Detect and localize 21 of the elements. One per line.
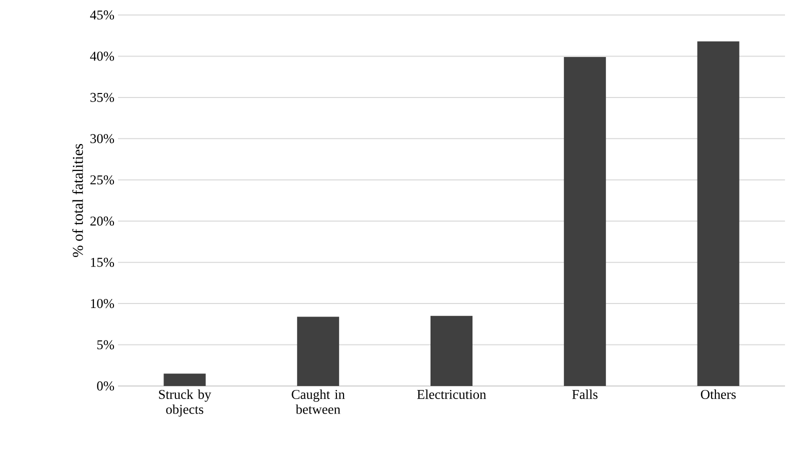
- y-tick-label: 0%: [97, 381, 114, 391]
- x-tick-label: Others: [700, 390, 736, 399]
- bar: [564, 57, 606, 386]
- y-tick-label: 5%: [97, 340, 114, 350]
- x-tick-label: Falls: [572, 390, 598, 399]
- bar: [430, 316, 473, 386]
- y-tick-label: 25%: [90, 175, 114, 184]
- y-tick-label: 30%: [90, 134, 114, 144]
- y-tick-label: 10%: [91, 298, 114, 308]
- bar: [164, 374, 206, 386]
- x-tick-label: Caught in between: [292, 390, 345, 414]
- y-tick-label: 45%: [90, 10, 114, 20]
- x-tick-label: Electricution: [417, 390, 486, 399]
- bar: [297, 316, 340, 386]
- x-tick-label: Struck by objects: [159, 390, 212, 417]
- y-tick-label: 15%: [91, 258, 114, 267]
- y-tick-label: 35%: [90, 92, 114, 102]
- y-tick-label: 20%: [90, 216, 114, 226]
- bar: [697, 41, 740, 386]
- y-tick-label: 40%: [90, 52, 114, 61]
- y-axis-title: % of total fatalities: [72, 144, 83, 258]
